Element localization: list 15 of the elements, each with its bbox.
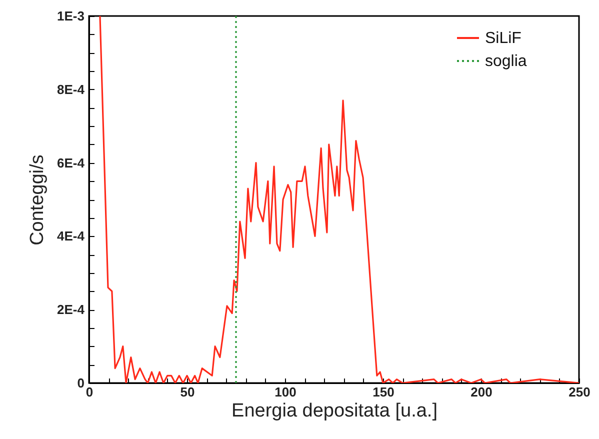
x-tick-label: 200 (470, 384, 492, 400)
y-tick-label: 1E-3 (57, 8, 84, 24)
line-series (99, 16, 579, 383)
legend-label: soglia (485, 53, 527, 70)
x-tick-label: 150 (372, 384, 394, 400)
y-tick-label: 6E-4 (57, 155, 86, 170)
y-tick-label: 2E-4 (57, 302, 86, 318)
legend-label: SiLiF (485, 30, 522, 47)
x-axis-title: Energia depositata [u.a.] (232, 400, 438, 422)
y-tick-label: 8E-4 (57, 82, 86, 97)
y-tick-label: 4E-4 (57, 228, 86, 244)
x-tick-label: 250 (568, 384, 590, 400)
x-tick-label: 50 (180, 384, 195, 400)
y-axis-title: Conteggi/s (27, 154, 48, 246)
x-tick-label: 100 (274, 384, 296, 400)
